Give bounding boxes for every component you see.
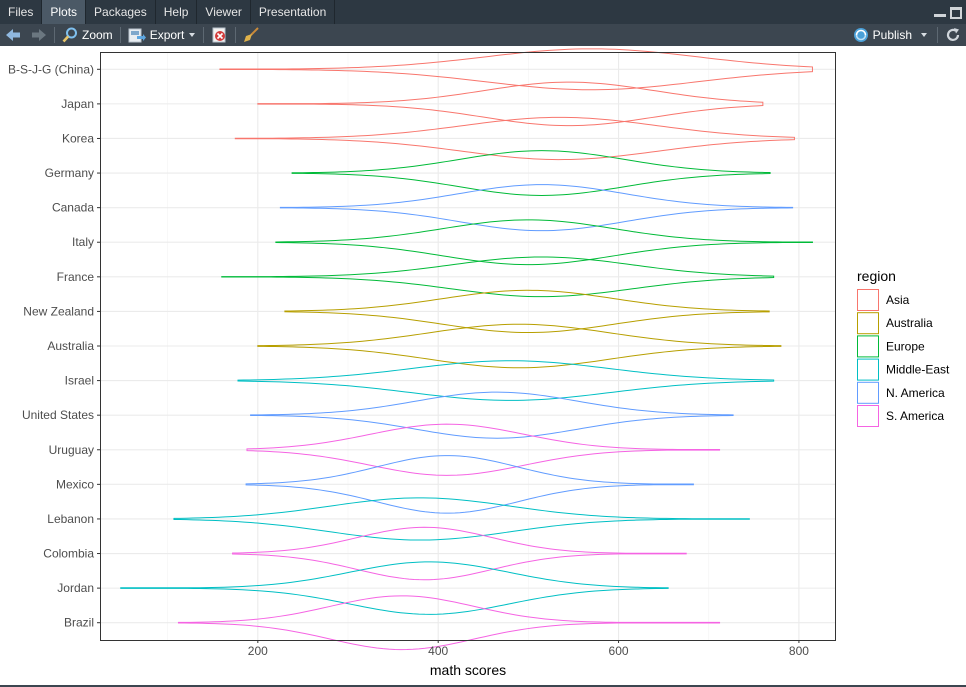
zoom-label: Zoom [82, 28, 113, 42]
y-tick-label: Australia [47, 339, 94, 353]
y-tick-label: Brazil [64, 616, 94, 630]
x-axis-title: math scores [430, 662, 506, 678]
x-axis: 200 400 600 800 [248, 640, 809, 658]
publish-button[interactable]: Publish [848, 24, 935, 46]
y-tick-label: Korea [62, 131, 94, 145]
grid-lines [100, 52, 835, 640]
toolbar-separator [119, 27, 121, 43]
legend-label: Middle-East [886, 363, 950, 377]
x-tick-label: 800 [789, 644, 809, 658]
toolbar-separator [937, 27, 938, 43]
arrow-right-icon [32, 29, 46, 41]
y-axis: B-S-J-G (China) Japan Korea Germany Canada It… [8, 62, 100, 630]
violin-mexico [245, 455, 694, 514]
violin-new-zealand [284, 289, 770, 334]
plot-panel-border [100, 52, 836, 641]
broom-icon [244, 27, 260, 42]
violin-chart: B-S-J-G (China) Japan Korea Germany Canada It… [8, 48, 950, 678]
x-tick-label: 600 [609, 644, 629, 658]
magnifier-icon [62, 27, 77, 43]
tab-presentation[interactable]: Presentation [251, 0, 336, 24]
back-button[interactable] [0, 24, 26, 46]
y-tick-label: Lebanon [47, 512, 94, 526]
violin-israel [237, 360, 775, 401]
legend-key [857, 289, 879, 311]
violin-japan [257, 81, 764, 127]
violin-b-s-j-g-china- [219, 48, 813, 91]
zoom-button[interactable]: Zoom [57, 24, 118, 46]
legend-label: Australia [886, 316, 933, 330]
y-tick-label: Israel [65, 374, 94, 388]
remove-plot-button[interactable] [206, 24, 233, 46]
tab-plots[interactable]: Plots [42, 0, 87, 24]
legend-label: Asia [886, 293, 910, 307]
legend-key [857, 405, 879, 427]
violin-colombia [232, 526, 687, 581]
legend-label: Europe [886, 339, 925, 353]
toolbar-right: Publish [848, 24, 966, 46]
violin-lebanon [173, 497, 750, 541]
plot-area: B-S-J-G (China) Japan Korea Germany Canada It… [0, 46, 966, 685]
export-button[interactable]: Export [123, 24, 202, 46]
y-tick-label: B-S-J-G (China) [8, 62, 94, 76]
dropdown-caret-icon [189, 33, 196, 37]
legend-label: N. America [886, 386, 945, 400]
x-tick-label: 200 [248, 644, 268, 658]
y-tick-label: Mexico [56, 477, 94, 491]
y-tick-label: United States [22, 408, 94, 422]
legend-key [857, 335, 879, 358]
tab-viewer[interactable]: Viewer [197, 0, 251, 24]
tab-files[interactable]: Files [0, 0, 43, 24]
violin-france [221, 256, 775, 298]
dropdown-caret-icon [921, 33, 927, 37]
legend-key [857, 312, 879, 335]
violin-jordan [120, 561, 669, 615]
remove-plot-icon [212, 27, 226, 43]
y-tick-label: Uruguay [49, 443, 94, 457]
violin-germany [291, 150, 771, 196]
toolbar-separator [54, 27, 55, 43]
legend: region Asia Australia Europe Middle-East N. … [857, 268, 950, 427]
export-icon [128, 28, 146, 42]
violin-canada [279, 184, 794, 232]
export-label: Export [149, 28, 185, 42]
y-tick-label: Germany [45, 166, 94, 180]
plots-toolbar: Zoom Export [0, 24, 966, 46]
violins [120, 48, 813, 651]
refresh-icon [946, 28, 960, 41]
pane-window-controls [934, 7, 962, 19]
minimize-pane-icon[interactable] [934, 7, 946, 17]
publish-label: Publish [872, 28, 912, 42]
tab-packages[interactable]: Packages [86, 0, 156, 24]
violin-uruguay [246, 423, 721, 476]
violin-brazil [177, 595, 721, 651]
y-tick-label: Colombia [43, 547, 94, 561]
pane-bottom-border [0, 685, 966, 687]
y-tick-label: New Zealand [23, 304, 94, 318]
y-tick-label: Jordan [57, 581, 94, 595]
arrow-left-icon [6, 29, 20, 41]
forward-button[interactable] [26, 24, 52, 46]
maximize-pane-icon[interactable] [950, 7, 962, 19]
legend-key [857, 381, 879, 404]
y-tick-label: France [57, 270, 95, 284]
y-tick-label: Japan [61, 97, 94, 111]
publish-icon [853, 28, 868, 42]
pane-tabbar: Files Plots Packages Help Viewer Present… [0, 0, 966, 24]
tab-help[interactable]: Help [156, 0, 198, 24]
violin-australia [257, 323, 782, 369]
violin-korea [234, 116, 795, 161]
y-tick-label: Canada [52, 201, 94, 215]
legend-label: S. America [886, 409, 944, 423]
refresh-button[interactable] [940, 24, 966, 46]
x-tick-label: 400 [428, 644, 448, 658]
toolbar-separator [235, 27, 237, 43]
clear-all-plots-button[interactable] [238, 24, 264, 46]
violin-italy [275, 219, 813, 266]
legend-title: region [857, 268, 896, 284]
toolbar-separator [203, 27, 205, 43]
y-tick-label: Italy [72, 235, 94, 249]
legend-key [857, 358, 879, 381]
